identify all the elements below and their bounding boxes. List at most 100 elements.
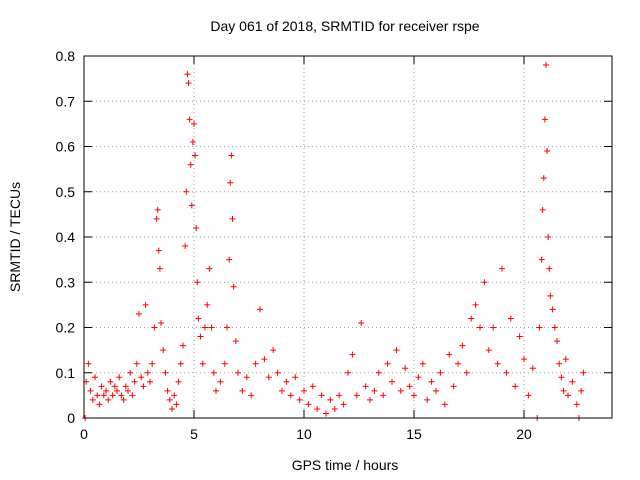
data-point [450,383,457,390]
data-point [257,306,263,313]
data-point [221,360,228,367]
data-point [539,206,546,213]
data-point [180,342,186,349]
data-point [463,369,470,376]
data-point [114,387,120,394]
data-point [142,301,149,308]
data-point [100,392,107,399]
data-point [184,71,191,78]
data-point [173,401,180,408]
data-point [162,369,169,376]
y-tick-label: 0.8 [56,48,76,64]
data-point [419,360,426,367]
x-tick-label: 15 [406,426,422,442]
y-tick-label: 0.1 [56,365,76,381]
data-point [208,324,215,331]
data-point [193,224,200,231]
data-point [558,374,565,381]
data-point [153,215,160,222]
data-point [183,188,190,195]
data-point [92,374,98,381]
x-tick-label: 0 [80,426,88,442]
data-point [494,360,501,367]
data-point [248,392,255,399]
data-point [516,333,523,340]
data-point [573,401,580,408]
data-point [529,365,536,372]
data-point [287,392,294,399]
data-point [177,360,184,367]
data-point [144,369,151,376]
data-point [187,161,194,168]
data-point [169,405,175,412]
data-point [105,396,112,403]
data-point [206,265,213,272]
data-point [565,392,571,399]
x-tick-label: 5 [190,426,198,442]
data-point [158,319,164,326]
data-point [279,387,285,394]
data-point [118,392,125,399]
data-point [136,310,142,317]
data-point [562,356,569,363]
data-point [485,347,492,354]
y-tick-label: 0.7 [56,93,76,109]
data-point [318,392,325,399]
data-point [103,387,109,394]
data-point [411,392,417,399]
data-point [239,387,246,394]
data-point [122,383,129,390]
data-point [446,351,453,358]
data-point [89,396,96,403]
data-point [428,378,435,385]
data-point [85,360,92,367]
data-point [521,356,527,363]
data-point [544,148,551,155]
data-point [525,392,532,399]
data-point [189,138,196,145]
data-point [547,292,554,299]
data-point [243,374,250,381]
data-point [127,369,134,376]
data-point [133,360,140,367]
data-point [314,405,321,412]
data-point [477,324,483,331]
data-point [182,243,189,250]
data-point [213,387,219,394]
data-point [549,306,556,313]
data-point [274,369,281,376]
data-point [224,324,230,331]
data-point [217,378,224,385]
data-point [441,401,448,408]
data-point [232,338,239,345]
data-point [536,324,543,331]
data-point [309,383,316,390]
data-point [481,279,488,286]
data-point [371,387,378,394]
data-point [197,333,204,340]
data-point [98,383,105,390]
data-point [120,396,127,403]
data-point [353,392,360,399]
data-point [541,116,548,123]
data-point [367,396,373,403]
data-point [424,396,431,403]
data-point [204,301,211,308]
data-point [265,374,272,381]
data-point [131,378,138,385]
data-point [538,256,545,263]
data-point [154,206,161,213]
data-point [455,360,461,367]
x-tick-label: 10 [296,426,312,442]
data-point [252,360,259,367]
data-point [191,120,197,127]
data-point [138,374,145,381]
data-point [125,387,131,394]
data-point [331,405,338,412]
data-point [468,315,475,322]
data-point [459,342,466,349]
data-point [94,392,101,399]
data-point [228,152,235,159]
data-point [362,383,369,390]
data-point [554,338,560,345]
